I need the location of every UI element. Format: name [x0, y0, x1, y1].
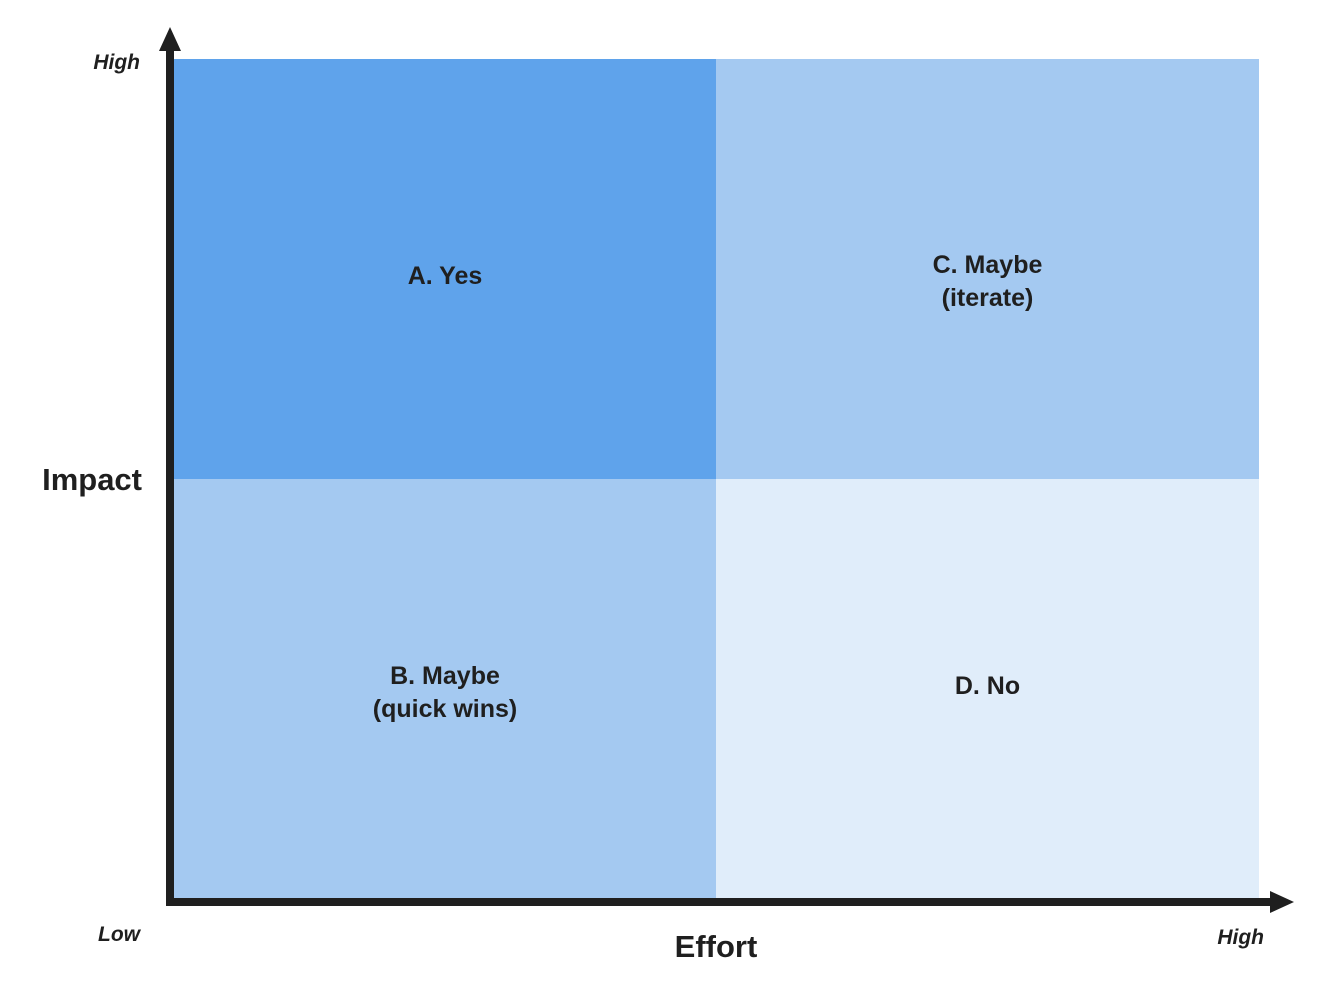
y-axis-arrow-icon — [159, 27, 181, 51]
x-axis-arrow-icon — [1270, 891, 1294, 913]
quadrant-a-label: A. Yes — [407, 261, 483, 290]
quadrant-c-label: C. Maybe (iterate) — [932, 250, 1043, 312]
y-axis-high-label: High — [93, 51, 140, 74]
quadrant-b-maybe-quick-wins: B. Maybe (quick wins) — [174, 479, 716, 899]
quadrant-a-yes: A. Yes — [174, 59, 716, 479]
quadrant-c-maybe-iterate: C. Maybe (iterate) — [716, 59, 1259, 479]
x-axis-low-label: Low — [98, 923, 140, 946]
x-axis-title: Effort — [674, 929, 758, 964]
quadrant-b-label: B. Maybe (quick wins) — [372, 661, 518, 723]
y-axis-title: Impact — [42, 462, 142, 497]
impact-effort-matrix: A. Yes C. Maybe (iterate) B. Maybe (quic… — [174, 59, 1259, 899]
quadrant-d-no: D. No — [716, 479, 1259, 899]
x-axis-high-label: High — [1217, 926, 1264, 949]
quadrant-d-label: D. No — [954, 671, 1021, 700]
